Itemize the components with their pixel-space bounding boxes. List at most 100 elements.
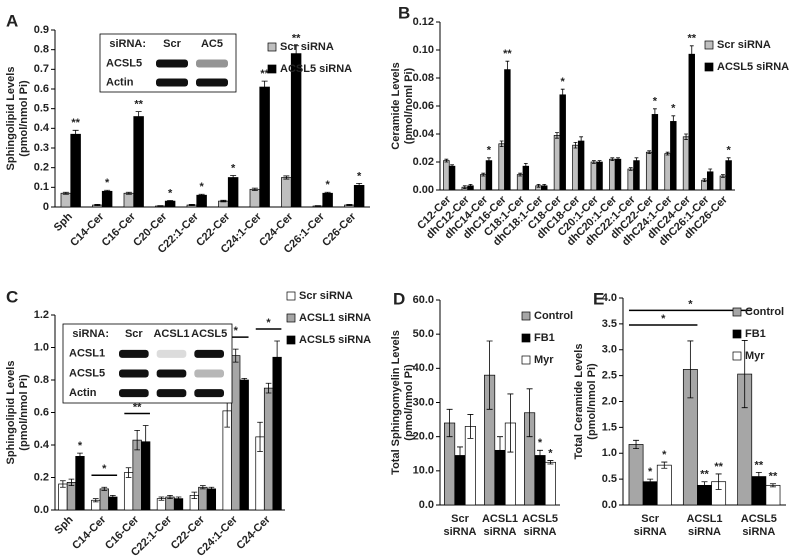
error-bar: [62, 191, 69, 195]
y-tick-label: 0.04: [413, 128, 435, 140]
error-bar: [526, 388, 533, 438]
y-axis-label: (pmol/nmol Pi): [586, 363, 598, 440]
y-axis-label: (pmol/noml Pi): [403, 67, 415, 144]
legend-swatch: [286, 313, 296, 323]
error-bar: [769, 483, 776, 488]
error-bar: [167, 494, 173, 500]
error-bar: [101, 486, 108, 491]
y-tick-label: 2.0: [602, 395, 617, 407]
bar: [227, 177, 239, 208]
error-bar: [314, 205, 321, 207]
error-bar: [446, 408, 453, 438]
error-bar: [555, 132, 559, 139]
x-tick-label: ACSL5 siRNA: [522, 513, 558, 538]
legend-swatch: [521, 311, 531, 321]
blot-band: [119, 389, 149, 398]
legend-label: Control: [745, 306, 784, 318]
bar: [544, 461, 556, 506]
error-bar: [274, 340, 280, 374]
error-bar: [346, 204, 353, 207]
error-bar: [444, 158, 449, 163]
panel-label: C: [6, 287, 18, 306]
bar: [75, 456, 85, 511]
bar: [272, 356, 282, 511]
error-bar: [467, 414, 474, 439]
bar: [206, 488, 217, 511]
bar: [290, 53, 302, 208]
inset-lane-label: ACSL5: [191, 328, 227, 340]
bar: [353, 185, 365, 208]
error-bar: [610, 157, 615, 161]
legend-swatch: [286, 291, 296, 301]
significance-label: *: [168, 187, 173, 199]
bar: [196, 194, 207, 208]
bar: [609, 158, 616, 191]
panel-label: D: [393, 289, 405, 308]
y-tick-label: 3.5: [602, 318, 617, 330]
blot-band: [119, 349, 149, 358]
error-bar: [230, 175, 237, 180]
error-bar: [518, 172, 523, 177]
y-tick-label: 10.0: [413, 465, 434, 477]
significance-label: *: [538, 437, 543, 449]
error-bar: [487, 157, 491, 164]
error-bar: [523, 163, 528, 170]
bar: [239, 379, 249, 511]
bar: [651, 114, 659, 191]
y-tick-label: 0.2: [34, 162, 49, 174]
error-bar: [167, 200, 174, 203]
legend-swatch: [267, 42, 277, 52]
blot-band: [156, 389, 187, 398]
y-tick-label: 0.1: [34, 181, 49, 193]
significance-label: *: [653, 96, 658, 108]
legend-swatch: [286, 335, 296, 345]
significance-label: *: [561, 76, 566, 88]
y-tick-label: 40.0: [413, 362, 434, 374]
error-bar: [507, 393, 514, 453]
error-bar: [497, 436, 503, 465]
bar: [281, 177, 292, 208]
y-axis-label: (pmol/nmol Pi): [18, 374, 30, 451]
legend-label: Myr: [534, 354, 554, 366]
error-bar: [241, 377, 248, 383]
error-bar: [135, 111, 142, 122]
y-tick-label: 0.3: [34, 142, 49, 154]
significance-label: **: [503, 48, 512, 60]
bar: [99, 488, 109, 511]
inset-row-label: Actin: [69, 387, 97, 399]
error-bar: [188, 204, 195, 207]
x-tick-label: Sph: [52, 210, 75, 233]
significance-label: **: [700, 469, 709, 481]
bar: [231, 355, 241, 511]
error-bar: [616, 157, 620, 161]
significance-label: *: [234, 325, 239, 337]
bar: [101, 190, 113, 208]
blot-band: [156, 369, 187, 378]
y-tick-label: 1.2: [34, 309, 49, 321]
error-bar: [157, 205, 164, 207]
legend-label: Scr siRNA: [717, 39, 771, 51]
y-axis-label: Sphingolipid Levels: [5, 361, 17, 465]
bar: [670, 121, 677, 191]
significance-label: *: [662, 449, 667, 461]
error-bar: [134, 429, 140, 451]
blot-band: [156, 349, 187, 358]
x-tick-label: C14-Cer: [70, 513, 109, 552]
bar: [198, 486, 208, 511]
error-bar: [104, 189, 111, 193]
x-tick-label: ACSL1 siRNA: [686, 513, 722, 538]
error-bar: [77, 452, 83, 461]
bar: [485, 160, 493, 191]
y-tick-label: 0.6: [34, 406, 49, 418]
error-bar: [542, 184, 547, 188]
error-bar: [633, 439, 640, 449]
legend-swatch: [704, 62, 714, 72]
legend-label: ACSL5 siRNA: [299, 334, 371, 346]
significance-label: **: [755, 459, 764, 471]
y-tick-label: 0.6: [34, 83, 49, 95]
inset-row-label: Actin: [106, 76, 134, 88]
bar: [664, 153, 671, 191]
error-bar: [505, 60, 510, 79]
bar: [322, 192, 333, 208]
error-bar: [573, 142, 578, 149]
